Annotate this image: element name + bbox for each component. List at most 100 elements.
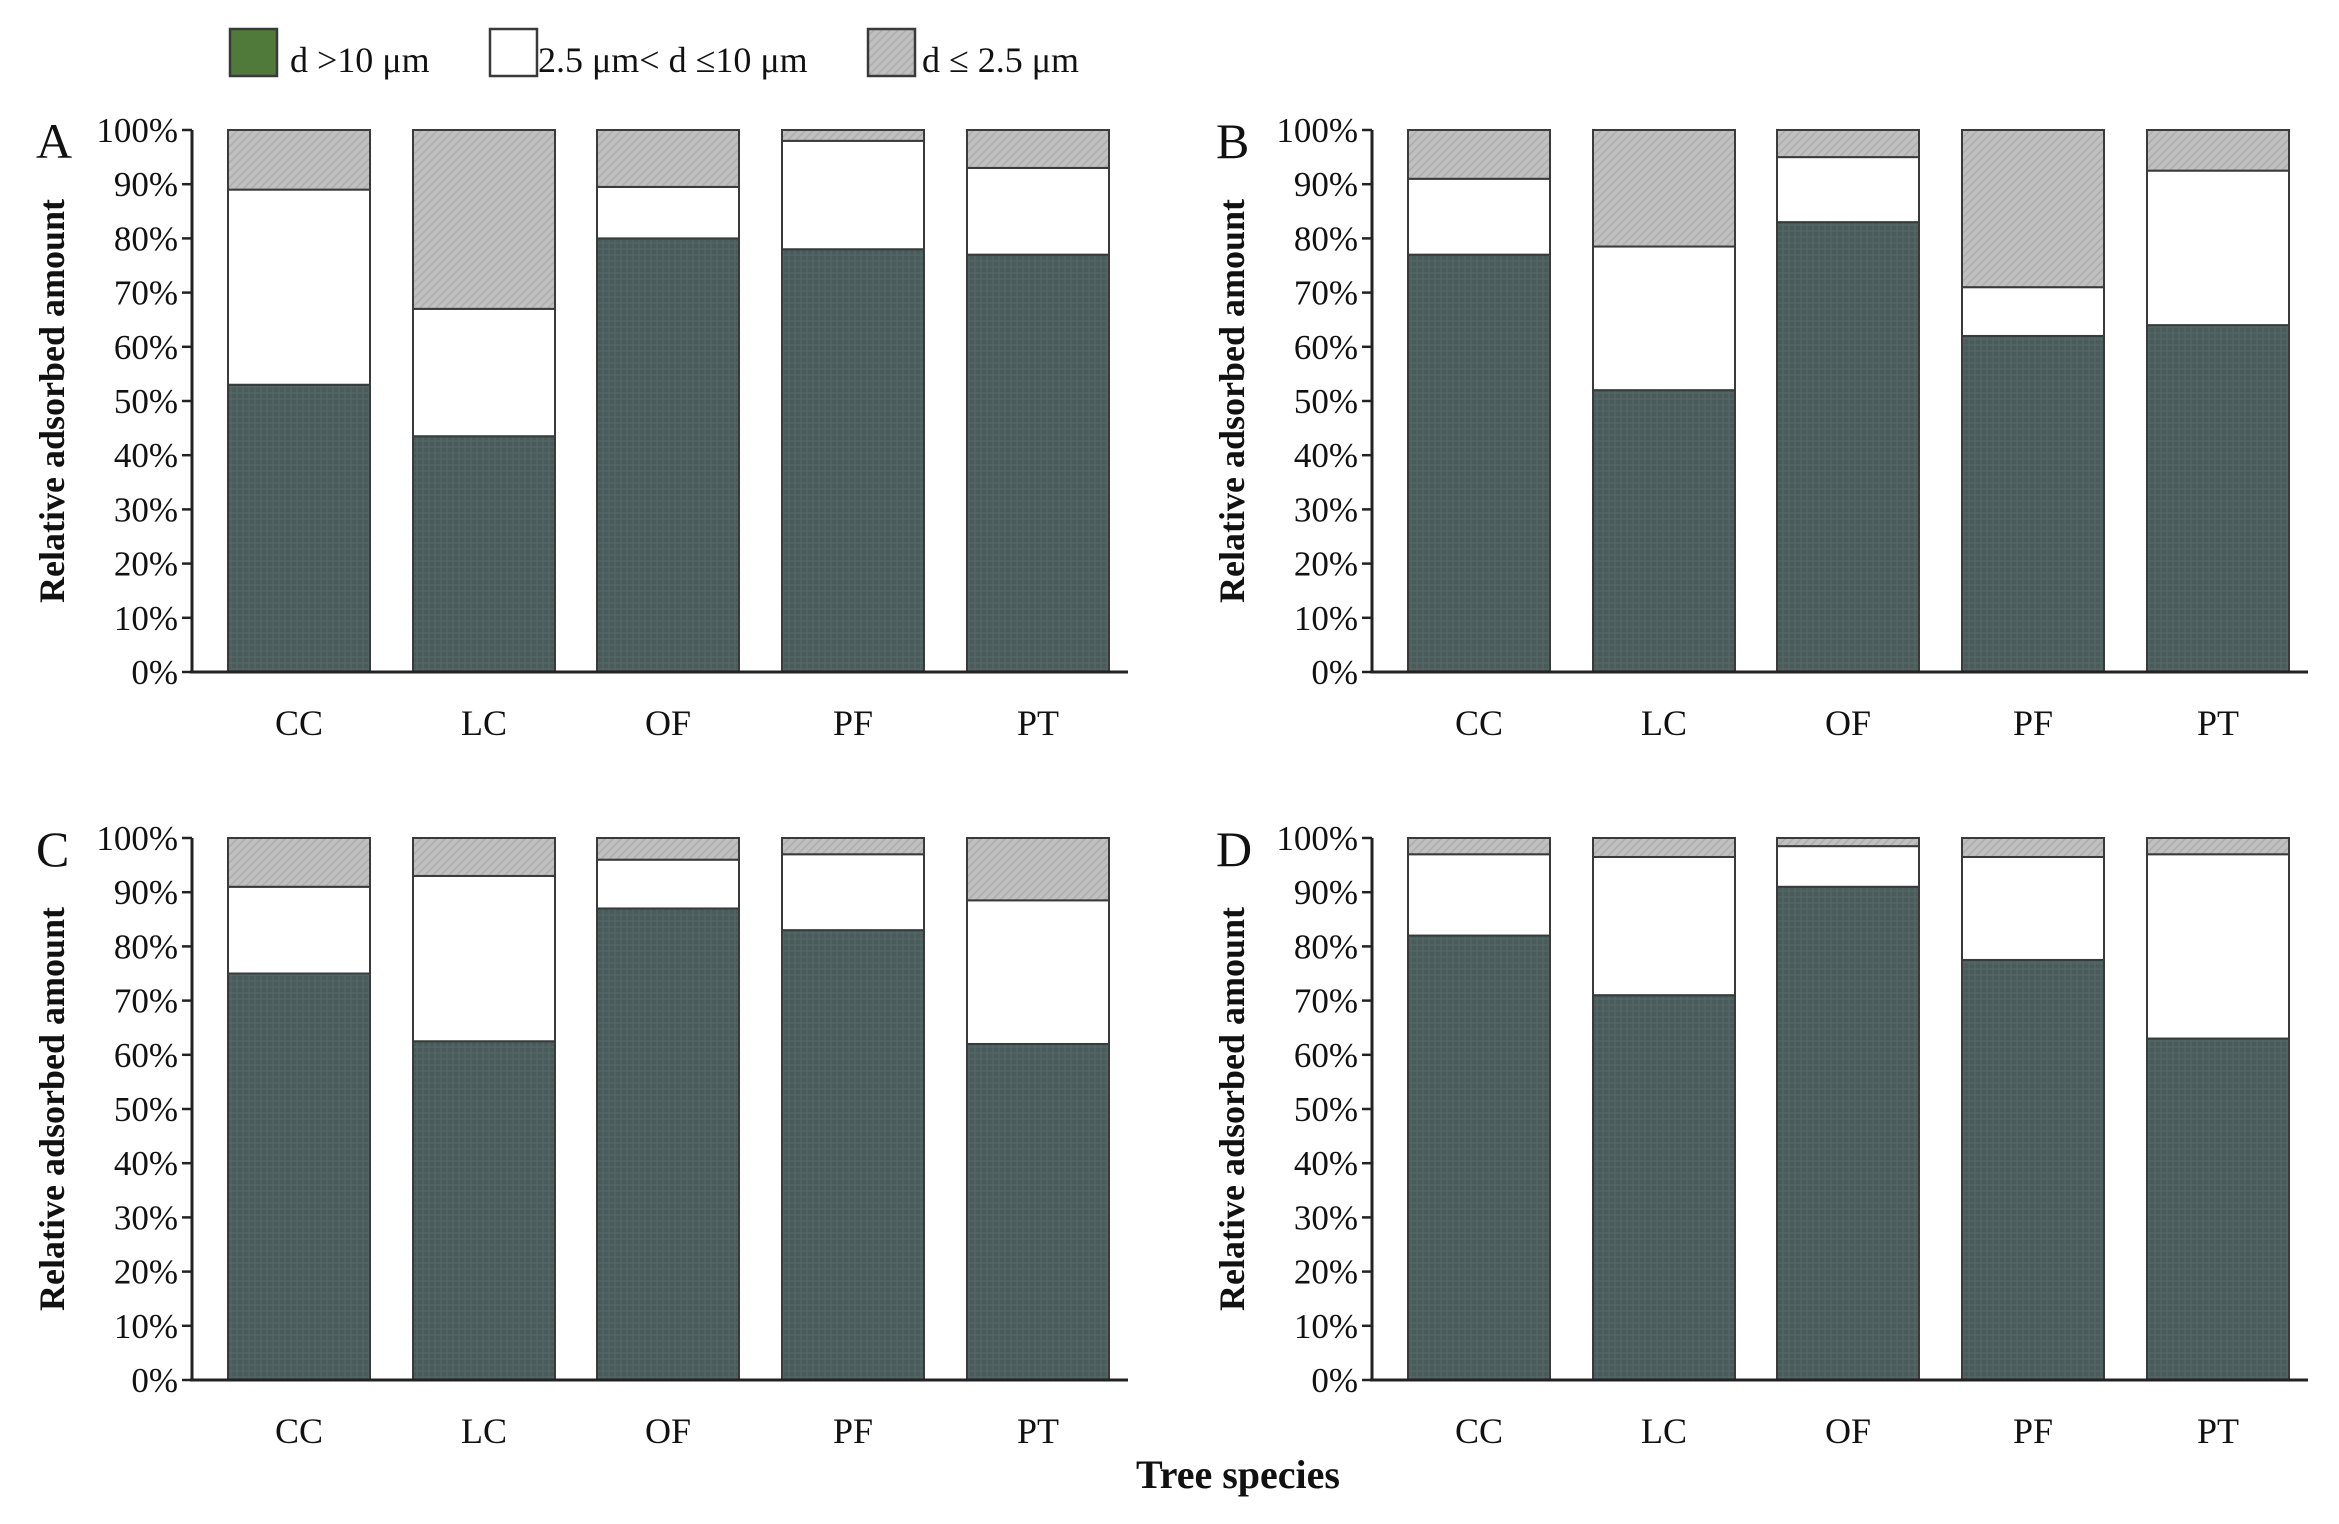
bar-segment bbox=[2146, 169, 2290, 327]
bar-segment bbox=[1776, 845, 1920, 888]
panel-a: A Relative adsorbed amount CC LC OF PF PT 0% 10%… bbox=[32, 111, 1128, 743]
legend-swatch bbox=[228, 27, 279, 78]
bar-segment bbox=[1407, 934, 1551, 1381]
y-tick-label: 70% bbox=[114, 982, 178, 1021]
bar-segment bbox=[227, 972, 371, 1381]
x-tick-label: PF bbox=[2013, 1411, 2053, 1451]
y-tick-label: 30% bbox=[1294, 490, 1358, 529]
x-axis-title: Tree species bbox=[1136, 1452, 1340, 1497]
bar-pt bbox=[966, 837, 1110, 1381]
x-tick-label: PT bbox=[1017, 703, 1059, 743]
x-tick-label: OF bbox=[1825, 1411, 1871, 1451]
y-tick-label: 100% bbox=[96, 111, 178, 150]
legend-swatch bbox=[488, 27, 539, 78]
bar-segment bbox=[781, 853, 925, 932]
bar-segment bbox=[1776, 885, 1920, 1381]
x-tick-label: OF bbox=[1825, 703, 1871, 743]
bar-segment bbox=[1592, 837, 1736, 858]
bar-segment bbox=[596, 237, 740, 673]
y-tick-label: 50% bbox=[114, 382, 178, 421]
bar-segment bbox=[227, 129, 371, 191]
bar-segment bbox=[1407, 837, 1551, 856]
legend-item: d ≤ 2.5 μm bbox=[866, 27, 1079, 80]
bar-segment bbox=[412, 1040, 556, 1381]
y-tick-label: 0% bbox=[131, 1361, 178, 1400]
x-tick-label: LC bbox=[461, 1411, 507, 1451]
bar-segment bbox=[412, 874, 556, 1043]
y-tick-label: 20% bbox=[1294, 1253, 1358, 1292]
y-tick-label: 90% bbox=[114, 873, 178, 912]
bar-segment bbox=[2146, 837, 2290, 856]
y-tick-label: 60% bbox=[1294, 1036, 1358, 1075]
y-tick-label: 70% bbox=[1294, 274, 1358, 313]
bar-segment bbox=[412, 837, 556, 877]
bar-pf bbox=[1961, 129, 2105, 673]
bar-segment bbox=[1961, 855, 2105, 961]
x-tick-label: PF bbox=[833, 703, 873, 743]
legend-label: d >10 μm bbox=[290, 40, 430, 80]
bar-segment bbox=[1407, 129, 1551, 180]
bar-segment bbox=[966, 899, 1110, 1045]
panel-letter: B bbox=[1216, 113, 1249, 169]
bar-cc bbox=[227, 837, 371, 1381]
bar-pt bbox=[2146, 129, 2290, 673]
bar-lc bbox=[1592, 129, 1736, 673]
y-tick-label: 100% bbox=[96, 819, 178, 858]
panel-letter: D bbox=[1216, 821, 1252, 877]
x-tick-label: LC bbox=[1641, 1411, 1687, 1451]
y-tick-label: 90% bbox=[1294, 165, 1358, 204]
y-tick-label: 100% bbox=[1276, 819, 1358, 858]
bar-segment bbox=[412, 129, 556, 310]
y-tick-label: 30% bbox=[114, 1198, 178, 1237]
x-tick-label: CC bbox=[275, 1411, 323, 1451]
y-tick-label: 20% bbox=[114, 545, 178, 584]
y-tick-label: 20% bbox=[114, 1253, 178, 1292]
y-tick-label: 20% bbox=[1294, 545, 1358, 584]
bar-of bbox=[1776, 837, 1920, 1381]
bar-lc bbox=[412, 837, 556, 1381]
y-tick-label: 60% bbox=[1294, 328, 1358, 367]
bar-segment bbox=[596, 129, 740, 188]
bar-segment bbox=[1776, 837, 1920, 848]
bar-segment bbox=[227, 188, 371, 386]
y-tick-label: 70% bbox=[1294, 982, 1358, 1021]
bar-segment bbox=[1776, 129, 1920, 159]
y-tick-label: 10% bbox=[114, 599, 178, 638]
legend-label: 2.5 μm< d ≤10 μm bbox=[538, 40, 808, 80]
bar-segment bbox=[596, 907, 740, 1382]
legend: d >10 μm 2.5 μm< d ≤10 μm d ≤ 2.5 μm bbox=[228, 27, 1079, 80]
bar-pf bbox=[781, 129, 925, 674]
x-tick-label: CC bbox=[1455, 703, 1503, 743]
x-tick-label: PF bbox=[2013, 703, 2053, 743]
bar-of bbox=[596, 837, 740, 1382]
bar-segment bbox=[1961, 334, 2105, 673]
y-tick-label: 100% bbox=[1276, 111, 1358, 150]
x-tick-label: PT bbox=[1017, 1411, 1059, 1451]
x-tick-label: PT bbox=[2197, 703, 2239, 743]
bar-segment bbox=[1407, 853, 1551, 937]
y-tick-label: 80% bbox=[1294, 219, 1358, 258]
x-tick-label: OF bbox=[645, 703, 691, 743]
y-tick-label: 60% bbox=[114, 1036, 178, 1075]
bar-segment bbox=[781, 129, 925, 142]
bar-cc bbox=[1407, 837, 1551, 1381]
bar-segment bbox=[966, 166, 1110, 256]
bar-segment bbox=[596, 858, 740, 910]
bar-segment bbox=[2146, 324, 2290, 673]
bar-segment bbox=[781, 139, 925, 251]
x-tick-label: OF bbox=[645, 1411, 691, 1451]
y-tick-label: 50% bbox=[1294, 382, 1358, 421]
y-tick-label: 0% bbox=[131, 653, 178, 692]
bar-pf bbox=[1961, 837, 2105, 1381]
y-tick-label: 40% bbox=[114, 1144, 178, 1183]
x-tick-label: LC bbox=[1641, 703, 1687, 743]
bar-segment bbox=[781, 248, 925, 674]
bar-pt bbox=[966, 129, 1110, 673]
bar-segment bbox=[412, 435, 556, 674]
bar-segment bbox=[596, 837, 740, 861]
bar-of bbox=[596, 129, 740, 673]
bar-segment bbox=[1407, 177, 1551, 256]
x-tick-label: CC bbox=[275, 703, 323, 743]
bar-segment bbox=[966, 1042, 1110, 1381]
legend-label: d ≤ 2.5 μm bbox=[922, 40, 1079, 80]
